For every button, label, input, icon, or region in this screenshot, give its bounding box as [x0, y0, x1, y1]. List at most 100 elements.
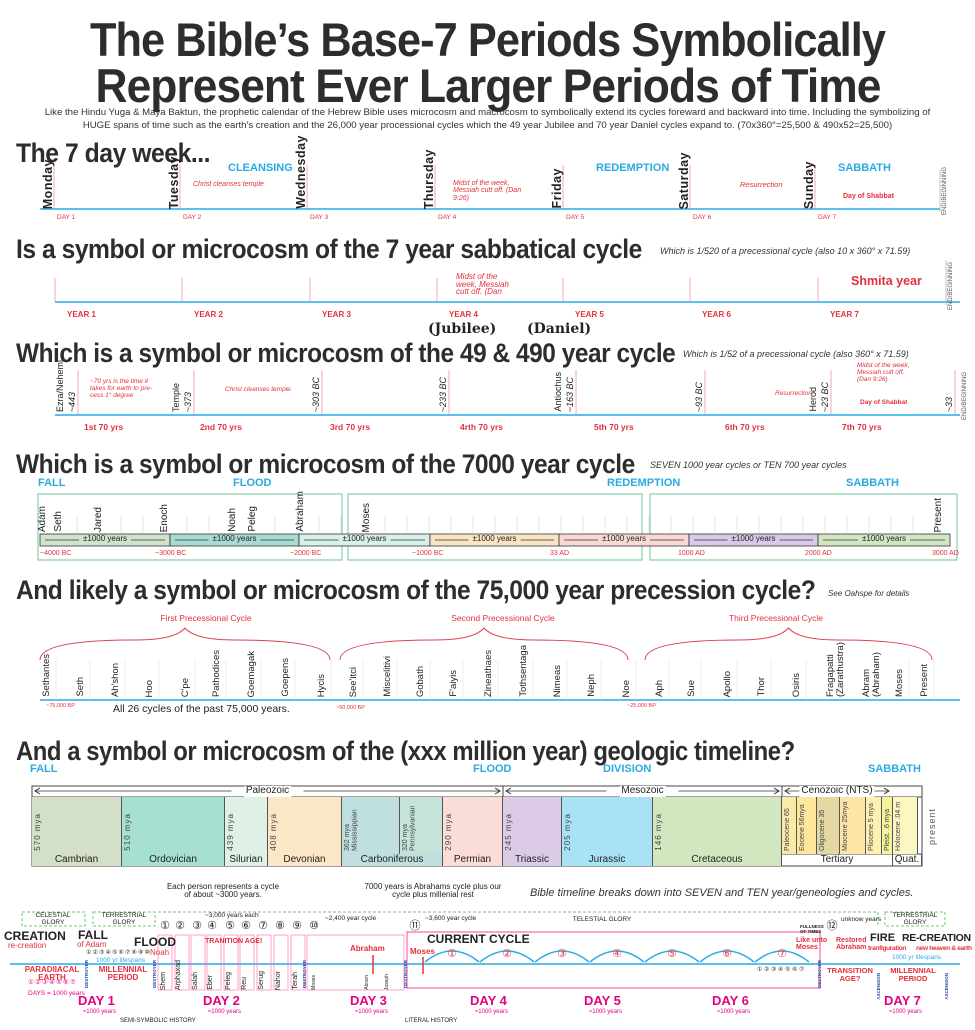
person-name: Serug — [258, 971, 265, 990]
glory-label: TELESTIAL GLORY — [572, 916, 632, 923]
era-arrow-left — [34, 787, 41, 795]
cycle-label: First Precessional Cycle — [160, 613, 252, 623]
phase-label: FALL — [38, 477, 66, 489]
small-number-circle: ① — [757, 967, 763, 973]
period-mya: 570 mya — [33, 813, 42, 851]
paradise-label: PARADIIACAL EARTH — [24, 965, 80, 983]
cycle-name: Noe — [621, 679, 632, 697]
noah-label: Noah — [150, 948, 170, 957]
bible-note: Bible timeline breaks down into SEVEN an… — [530, 887, 914, 899]
era-arrow-left — [784, 787, 791, 795]
small-number-circle: ④ — [778, 967, 784, 973]
period-mya: 320 mya Pennsylvanian — [402, 805, 417, 851]
day-name-friday: Friday — [550, 168, 564, 209]
small-person-name: Moses — [311, 975, 317, 990]
day-label: DAY 4 — [438, 214, 457, 221]
cycle-name: Osiris — [791, 672, 802, 697]
geologic-period-cell: Holocene .04 m — [893, 797, 918, 854]
period-mya: Paleocene 65 — [784, 808, 791, 851]
person-box — [190, 934, 206, 991]
period-name: Triassic — [503, 854, 562, 866]
millennia-date: ~3000 BC — [155, 550, 187, 557]
day-label: DAY 3 — [310, 214, 329, 221]
millennial-label: MILLENNIAL PERIOD — [98, 965, 148, 983]
jubilee-date: ~373 — [183, 391, 193, 412]
day-circle: ⑦ — [70, 979, 76, 986]
destroyer-label: DESTROYER — [817, 959, 822, 988]
cycle-name: Present — [919, 664, 930, 697]
person-name: Peleg — [247, 506, 258, 532]
small-number-circle: ② — [92, 950, 98, 956]
period-name: Cambrian — [32, 854, 122, 866]
caption-26-cycles: All 26 cycles of the past 75,000 years. — [113, 703, 290, 715]
transition-age-2-label: TRANSITION AGE? — [827, 966, 873, 983]
cycle-name: See'itci — [348, 666, 359, 697]
small-number-circle: ③ — [771, 967, 777, 973]
phase-cleansing: CLEANSING — [228, 162, 293, 174]
person-name: Enoch — [159, 503, 170, 532]
millennia-date: ~4000 BC — [40, 550, 72, 557]
heading-millennia: Which is a symbol or microcosm of the 70… — [16, 449, 635, 479]
cycle-name: Sue — [686, 680, 697, 697]
cycle-name: Moses — [894, 669, 905, 697]
person-name: Seth — [53, 511, 64, 532]
day-circle: ③ — [42, 979, 48, 986]
jubilee-note: Which is 1/52 of a precessional cycle (a… — [683, 349, 909, 359]
current-cycle-box — [406, 931, 821, 989]
note-midst: Midst of the week, Messiah cutt off. (Da… — [857, 362, 910, 383]
small-number-circle: ⑧ — [131, 950, 137, 956]
phase-redemption: REDEMPTION — [596, 162, 670, 174]
jubilee-date: ~233 BC — [438, 376, 448, 412]
geologic-period-cell: 146 mya — [653, 797, 782, 854]
small-number-circle: ② — [764, 967, 770, 973]
lifespan-label: 1000 yr lifespans — [892, 954, 942, 961]
semi-symbolic-label: SEMI-SYMBOLIC HISTORY — [120, 1018, 196, 1024]
period-mya: Eocene 56mya — [799, 804, 806, 851]
day-years-label: ≈1000 years — [355, 1009, 388, 1015]
person-box — [290, 934, 306, 991]
current-cycle-label: CURRENT CYCLE — [427, 932, 530, 946]
title-text-1: The Bible’s Base-7 Periods Symbolically — [89, 13, 886, 66]
year-label: YEAR 2 — [194, 310, 223, 319]
period-group-name: Tertiary — [782, 854, 893, 866]
cycle-2400-label: ~2,400 year cycle — [325, 915, 377, 922]
cycle-arc — [479, 950, 535, 963]
cycle-name: Fragapatti (Zarathustra) — [825, 642, 846, 697]
marker-name: Temple — [171, 382, 181, 412]
cycle-name: Aph — [654, 680, 665, 697]
period-label: 7th 70 yrs — [842, 422, 882, 432]
era-label: Paleozoic — [243, 785, 292, 797]
period-mya: 290 mya — [444, 813, 453, 851]
day-label: DAY 4 — [470, 993, 507, 1008]
cycle-bracket — [39, 627, 331, 661]
person-name: Shem — [160, 971, 167, 990]
cycle-arc — [589, 950, 645, 963]
geologic-period-cell: 570 mya — [32, 797, 122, 854]
small-number-circle: ① — [86, 950, 92, 956]
phase-label: REDEMPTION — [607, 477, 681, 489]
period-name: Silurian — [225, 854, 268, 866]
millennia-segment — [817, 533, 951, 547]
segment-label: ±1000 years — [342, 534, 387, 543]
fall-label: FALL — [78, 928, 108, 942]
heading-geologic: And a symbol or microcosm of the (xxx mi… — [16, 736, 795, 766]
era-arrow-right — [773, 787, 780, 795]
title-line-1: The Bible’s Base-7 Periods Symbolically — [0, 12, 975, 67]
era-arrow-right — [494, 787, 501, 795]
new-heaven-label: new heaven & earth — [916, 945, 972, 952]
geologic-period-cell: 408 mya — [268, 797, 342, 854]
days-note: DAYS = 1000 years — [28, 990, 85, 997]
period-mya: 439 mya — [226, 813, 235, 851]
period-label: 3rd 70 yrs — [330, 422, 371, 432]
year-label: YEAR 4 — [449, 310, 478, 319]
day-name-tuesday: Tuesday — [167, 155, 181, 209]
fullness-label: FULLNESS OF TIMES — [800, 924, 824, 934]
year-label: YEAR 6 — [702, 310, 731, 319]
literal-history-label: LITERAL HISTORY — [405, 1018, 458, 1024]
number-circle: ⑫ — [826, 920, 838, 932]
cycle-name: C'pe — [180, 677, 191, 697]
day-label: DAY 5 — [566, 214, 585, 221]
person-name: Terah — [292, 972, 299, 990]
period-label: 1st 70 yrs — [84, 422, 124, 432]
like-moses-label: Like unto Moses — [796, 937, 828, 952]
